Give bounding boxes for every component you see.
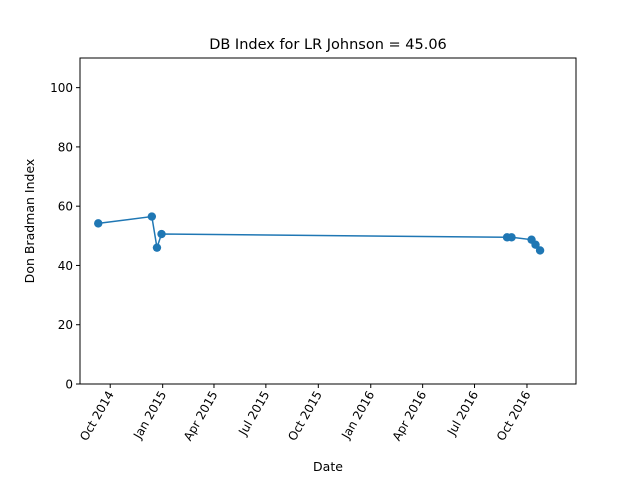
plot-area-frame <box>79 57 577 385</box>
y-tick-label: 80 <box>58 140 73 154</box>
x-axis-label: Date <box>313 459 343 474</box>
data-point <box>531 240 540 249</box>
data-point <box>157 229 166 239</box>
x-tick-label: Apr 2016 <box>390 389 430 444</box>
x-tick-label: Jan 2015 <box>130 389 169 443</box>
data-point <box>507 233 516 242</box>
x-tick-label: Oct 2015 <box>285 389 325 444</box>
chart-title: DB Index for LR Johnson = 45.06 <box>209 37 447 53</box>
y-tick-label: 0 <box>65 378 73 392</box>
x-tick-label: Jul 2016 <box>444 389 481 439</box>
data-point <box>147 212 157 221</box>
x-tick-label: Jan 2016 <box>338 389 377 443</box>
x-tick-label: Oct 2014 <box>77 389 117 444</box>
plot-marks <box>94 212 545 255</box>
x-tick-label: Oct 2016 <box>494 389 534 444</box>
x-tick-label: Jul 2015 <box>235 389 272 439</box>
y-tick-label: 40 <box>58 259 73 273</box>
data-point <box>535 246 545 255</box>
x-tick-label: Apr 2015 <box>181 389 221 444</box>
y-tick-label: 60 <box>58 200 73 214</box>
y-axis-label: Don Bradman Index <box>22 159 37 284</box>
y-axis: 0 20 40 60 80 100 <box>50 81 80 392</box>
x-axis: Oct 2014 Jan 2015 Apr 2015 Jul 2015 Oct 2015… <box>77 384 534 444</box>
data-point <box>152 243 162 252</box>
y-tick-label: 20 <box>58 318 73 332</box>
y-tick-label: 100 <box>50 81 73 95</box>
data-point <box>94 219 103 228</box>
